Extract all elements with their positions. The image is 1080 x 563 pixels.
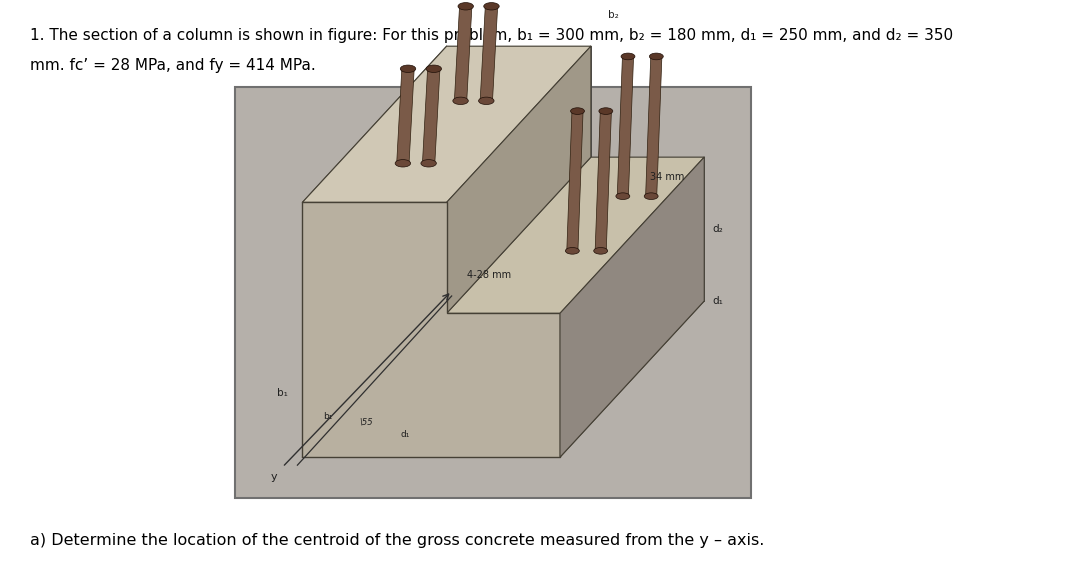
Ellipse shape	[458, 3, 473, 10]
Ellipse shape	[484, 3, 499, 10]
Polygon shape	[481, 6, 498, 101]
Ellipse shape	[566, 248, 579, 254]
Polygon shape	[561, 157, 704, 457]
Text: d₁: d₁	[712, 296, 724, 306]
Ellipse shape	[426, 65, 442, 73]
Ellipse shape	[599, 108, 612, 114]
Polygon shape	[422, 69, 440, 163]
Text: 34 mm: 34 mm	[650, 172, 685, 182]
Text: y: y	[271, 472, 278, 482]
Text: a) Determine the location of the centroid of the gross concrete measured from th: a) Determine the location of the centroi…	[30, 533, 765, 548]
Polygon shape	[618, 56, 634, 196]
Text: b₁: b₁	[323, 412, 333, 421]
Polygon shape	[396, 69, 415, 163]
Text: b₁: b₁	[276, 388, 287, 399]
Ellipse shape	[401, 65, 416, 73]
Polygon shape	[646, 56, 662, 196]
Text: 1. The section of a column is shown in figure: For this problem, b₁ = 300 mm, b₂: 1. The section of a column is shown in f…	[30, 28, 954, 43]
Text: 4-28 mm: 4-28 mm	[467, 270, 511, 280]
Text: mm. fc’ = 28 MPa, and fy = 414 MPa.: mm. fc’ = 28 MPa, and fy = 414 MPa.	[30, 58, 315, 73]
Ellipse shape	[395, 159, 410, 167]
Ellipse shape	[594, 248, 608, 254]
Ellipse shape	[616, 193, 630, 199]
Text: \55: \55	[359, 417, 373, 426]
Text: d₁: d₁	[401, 430, 409, 439]
Bar	[235, 87, 751, 498]
Ellipse shape	[649, 53, 663, 60]
Ellipse shape	[453, 97, 469, 105]
Polygon shape	[595, 111, 611, 251]
Polygon shape	[447, 157, 704, 313]
Ellipse shape	[478, 97, 494, 105]
Text: d₂: d₂	[712, 224, 723, 234]
Ellipse shape	[421, 159, 436, 167]
Polygon shape	[567, 111, 583, 251]
Ellipse shape	[570, 108, 584, 114]
Polygon shape	[302, 46, 591, 202]
Ellipse shape	[621, 53, 635, 60]
Polygon shape	[447, 46, 704, 301]
Text: b₂: b₂	[608, 10, 619, 20]
Polygon shape	[447, 46, 591, 313]
Polygon shape	[455, 6, 472, 101]
Ellipse shape	[644, 193, 658, 199]
Polygon shape	[302, 202, 561, 457]
